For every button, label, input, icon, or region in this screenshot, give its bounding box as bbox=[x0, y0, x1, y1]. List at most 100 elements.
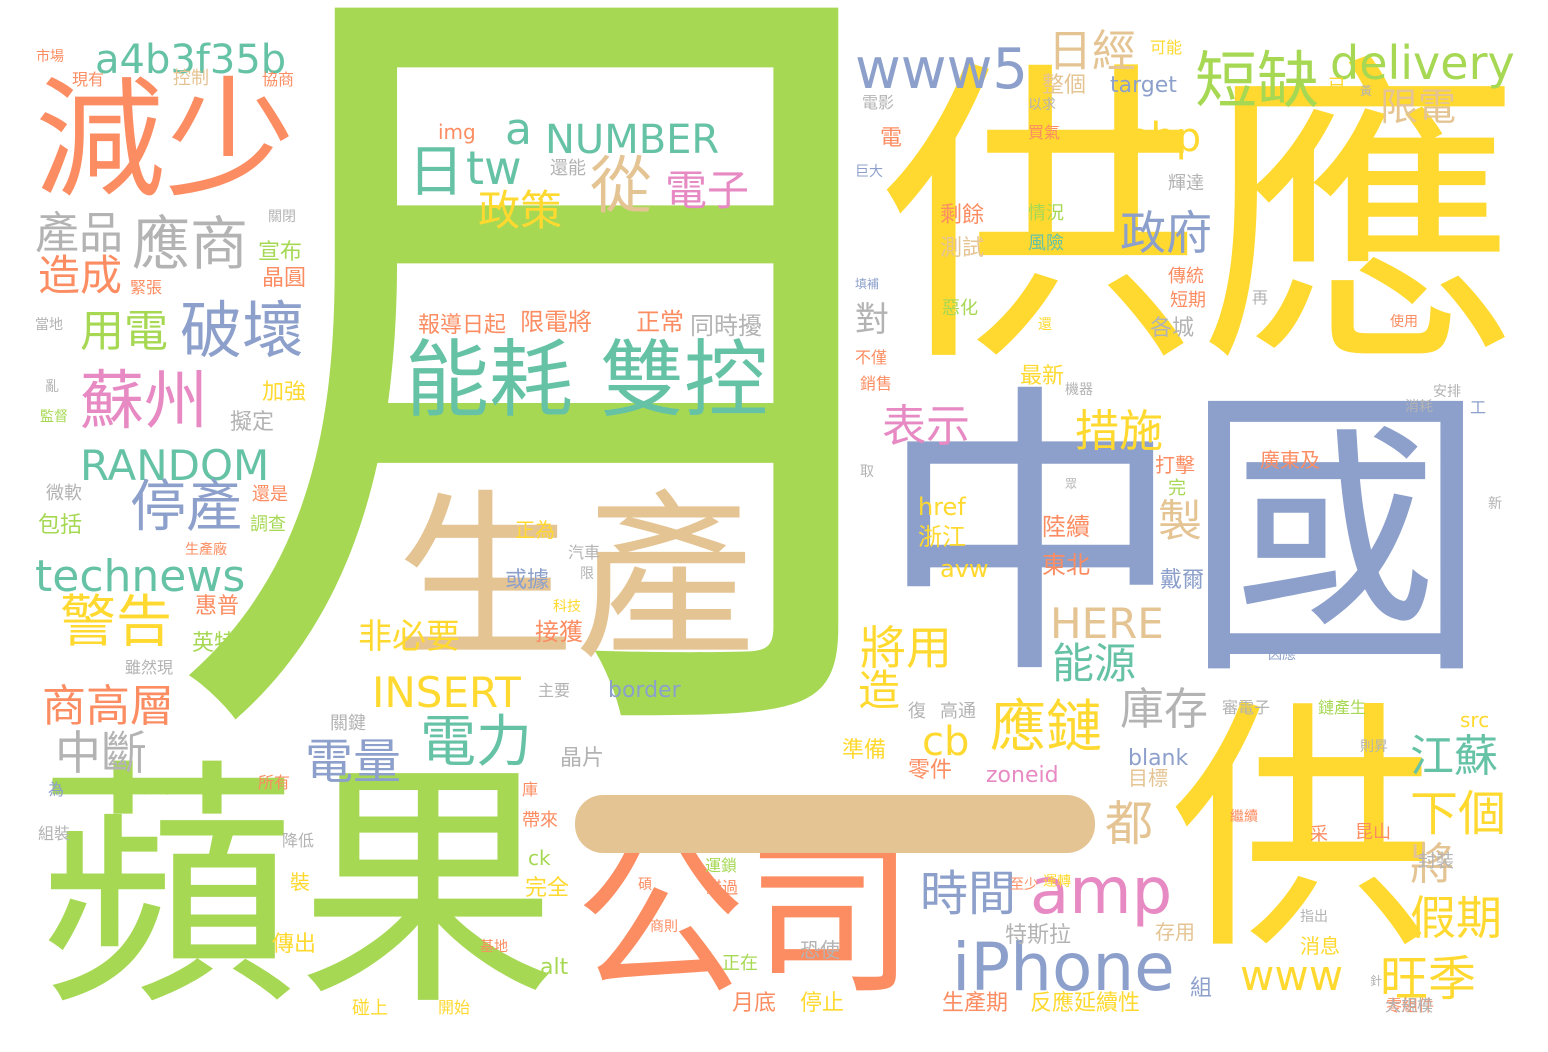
cloud-word: 可能 bbox=[1150, 38, 1183, 57]
cloud-word: 惠普 bbox=[195, 594, 240, 619]
cloud-word: a4b3f35b bbox=[95, 37, 287, 83]
cloud-word: 公司 bbox=[575, 821, 916, 1019]
cloud-word: 打擊 bbox=[1155, 453, 1195, 477]
cloud-word: 消息 bbox=[1300, 934, 1340, 958]
cloud-word: a bbox=[505, 104, 532, 155]
cloud-word: 應鏈 bbox=[990, 695, 1102, 760]
cloud-word: 科技 bbox=[553, 599, 581, 615]
cloud-word: 產品 bbox=[35, 208, 123, 259]
cloud-word: 中國 bbox=[878, 360, 1488, 715]
cloud-word: tw bbox=[466, 141, 522, 195]
cloud-word: 復 bbox=[908, 701, 926, 722]
cloud-word: 日經 bbox=[1048, 26, 1136, 77]
cloud-word: 運鎖 bbox=[705, 856, 738, 875]
cloud-word-dash bbox=[575, 795, 1095, 853]
cloud-word: 電量 bbox=[305, 734, 402, 790]
cloud-word: 調查 bbox=[250, 514, 286, 535]
cloud-word: 生產期 bbox=[942, 991, 1009, 1016]
cloud-word: 工 bbox=[1470, 398, 1487, 417]
cloud-word: 下個 bbox=[1410, 786, 1507, 842]
cloud-word: 月 bbox=[165, 0, 985, 847]
cloud-word: 關閉 bbox=[268, 209, 296, 225]
cloud-word: 商則 bbox=[650, 919, 678, 935]
cloud-word: 戴爾 bbox=[1160, 568, 1205, 593]
cloud-word: border bbox=[608, 678, 681, 703]
cloud-word: 生產 bbox=[395, 475, 756, 684]
cloud-word: technews bbox=[35, 551, 246, 602]
cloud-word: 碩 bbox=[638, 877, 652, 893]
cloud-word: iPhone bbox=[952, 929, 1175, 1006]
cloud-word: 接獲 bbox=[535, 618, 583, 646]
cloud-word: 現有 bbox=[72, 70, 105, 89]
cloud-word: 正在 bbox=[722, 953, 758, 974]
cloud-word: 不僅 bbox=[855, 348, 888, 367]
cloud-word: 情況 bbox=[1028, 203, 1064, 224]
cloud-word: 封裝 bbox=[1418, 851, 1454, 872]
cloud-word: 還能 bbox=[550, 158, 586, 179]
cloud-word: 日 bbox=[408, 140, 464, 205]
cloud-word: 緊張 bbox=[130, 278, 163, 297]
cloud-word: 最新 bbox=[1020, 364, 1065, 389]
cloud-word: 鏈產生 bbox=[1318, 698, 1367, 717]
cloud-word: 買氣 bbox=[1028, 123, 1061, 142]
cloud-word: 填補 bbox=[855, 277, 880, 291]
cloud-word: 組 bbox=[1190, 976, 1213, 1001]
cloud-word: amp bbox=[1030, 855, 1173, 929]
cloud-word: 已 bbox=[1328, 76, 1346, 97]
cloud-word: 亂 bbox=[45, 379, 59, 395]
cloud-word: 生產廠 bbox=[185, 542, 227, 558]
cloud-word: 針 bbox=[1370, 974, 1383, 988]
cloud-word: 都 bbox=[1105, 796, 1154, 852]
cloud-word: zoneid bbox=[986, 763, 1059, 788]
cloud-word: target bbox=[1110, 73, 1177, 98]
cloud-word: 市場 bbox=[36, 49, 64, 65]
cloud-word: 電 bbox=[880, 126, 903, 151]
cloud-word: 準備 bbox=[842, 738, 887, 763]
cloud-word: 昆山 bbox=[1355, 822, 1391, 843]
cloud-word: 目標 bbox=[1128, 766, 1168, 790]
cloud-word: 江蘇 bbox=[1410, 731, 1498, 782]
cloud-word: 錯過 bbox=[706, 878, 739, 897]
cloud-word: 停止 bbox=[800, 991, 845, 1016]
cloud-word: 控制 bbox=[173, 68, 209, 89]
cloud-word: 警告 bbox=[60, 590, 172, 655]
cloud-word: 晶圓 bbox=[262, 266, 307, 291]
cloud-word: 裝 bbox=[290, 870, 310, 894]
cloud-word: 同時擾 bbox=[690, 312, 762, 340]
cloud-word: 造成 bbox=[38, 251, 123, 300]
cloud-word: 黃 bbox=[1360, 84, 1373, 98]
cloud-word: 將用 bbox=[860, 621, 952, 675]
cloud-word: www5 bbox=[855, 37, 1029, 102]
cloud-word: 還是 bbox=[252, 484, 288, 505]
cloud-word: 時間 bbox=[920, 866, 1017, 922]
cloud-word: 限電 bbox=[1380, 85, 1457, 129]
cloud-word: 加強 bbox=[262, 380, 307, 405]
cloud-word: 銷售 bbox=[860, 374, 893, 393]
cloud-word: 采 bbox=[1310, 824, 1328, 845]
cloud-word: 再 bbox=[1252, 288, 1269, 307]
cloud-word: 月底 bbox=[732, 991, 777, 1016]
cloud-word: 旺季 bbox=[1380, 951, 1477, 1007]
cloud-word: cb bbox=[922, 719, 970, 765]
cloud-word: 為 bbox=[48, 780, 65, 799]
cloud-word: 雖然現 bbox=[125, 658, 174, 677]
cloud-word: RANDOM bbox=[80, 441, 270, 490]
cloud-word: www bbox=[1240, 951, 1344, 1000]
cloud-word: 反應延續性 bbox=[1030, 991, 1141, 1016]
cloud-word: 英特 bbox=[192, 631, 237, 656]
cloud-word: 擬定 bbox=[230, 410, 275, 435]
cloud-word: 能耗 bbox=[405, 331, 574, 429]
cloud-word: 能源 bbox=[1052, 639, 1137, 688]
cloud-word: 政府 bbox=[1120, 206, 1212, 260]
cloud-word: php bbox=[1125, 115, 1202, 161]
cloud-word: 正常 bbox=[636, 308, 684, 336]
cloud-word: 晶片 bbox=[560, 746, 605, 771]
cloud-word: 測試 bbox=[940, 236, 985, 261]
cloud-word: 完 bbox=[1168, 478, 1186, 499]
cloud-word: 微軟 bbox=[46, 483, 82, 504]
cloud-word: 機器 bbox=[1065, 382, 1093, 398]
cloud-word: 產業 bbox=[143, 778, 176, 797]
cloud-word: 取 bbox=[860, 464, 874, 480]
cloud-word: 雙控 bbox=[600, 331, 769, 429]
cloud-word: 宣布 bbox=[258, 240, 303, 265]
